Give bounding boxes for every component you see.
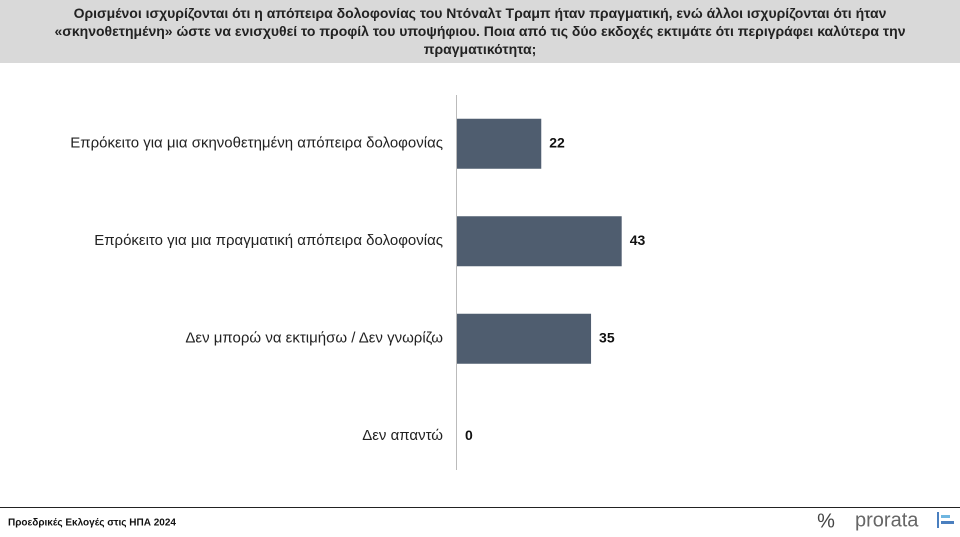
logo-bar [941,515,950,518]
category-label: Επρόκειτο για μια σκηνοθετημένη απόπειρα… [70,135,443,152]
category-label: Δεν μπορώ να εκτιμήσω / Δεν γνωρίζω [185,330,443,347]
bar [457,313,592,364]
value-label: 0 [465,427,473,443]
logo-bar [937,512,939,528]
bar [457,216,622,267]
header-band: Ορισμένοι ισχυρίζονται ότι η απόπειρα δο… [0,0,960,63]
value-label: 35 [599,329,615,345]
logo: prorata [855,509,919,531]
category-label: Δεν απαντώ [362,427,443,444]
value-label: 43 [630,232,646,248]
logo-symbol: % [817,510,835,532]
bar [457,118,542,169]
value-label: 22 [549,134,565,150]
logo-bar [941,521,954,524]
chart-title: Ορισμένοι ισχυρίζονται ότι η απόπειρα δο… [54,5,906,57]
footer-text: Προεδρικές Εκλογές στις ΗΠΑ 2024 [8,518,176,529]
category-label: Επρόκειτο για μια πραγματική απόπειρα δο… [94,232,443,249]
